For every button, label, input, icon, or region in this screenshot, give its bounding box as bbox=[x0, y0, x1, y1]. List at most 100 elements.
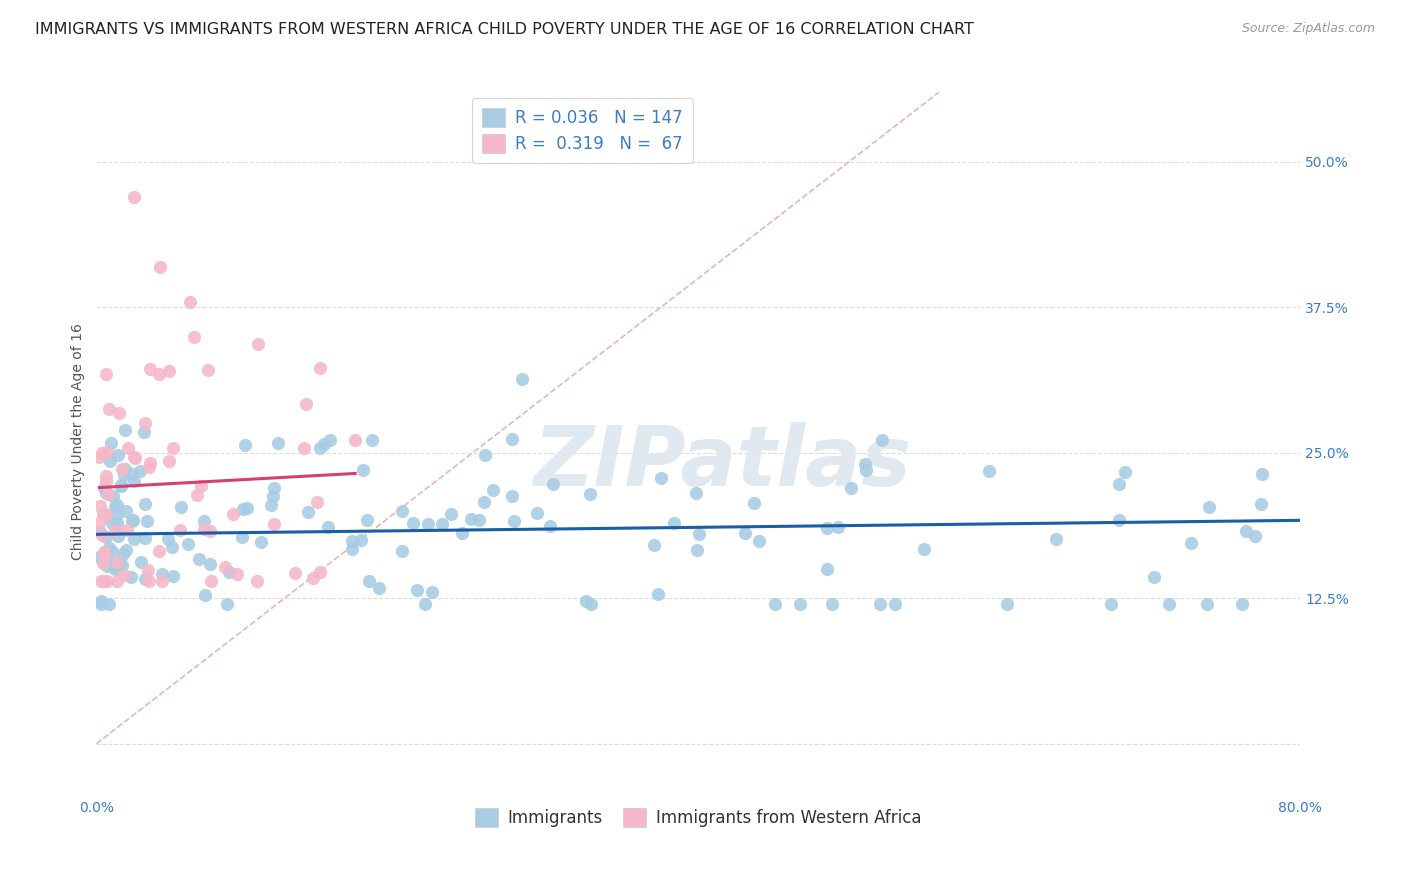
Point bbox=[1143, 570, 1166, 584]
Point bbox=[246, 337, 269, 351]
Point bbox=[344, 434, 367, 448]
Point bbox=[100, 435, 122, 450]
Point bbox=[94, 368, 117, 382]
Point bbox=[357, 574, 380, 588]
Point bbox=[263, 481, 285, 495]
Point bbox=[413, 597, 436, 611]
Point bbox=[501, 489, 523, 503]
Point bbox=[104, 524, 127, 539]
Point bbox=[90, 446, 112, 460]
Point bbox=[169, 523, 191, 537]
Point bbox=[474, 448, 496, 462]
Point bbox=[122, 450, 145, 464]
Point bbox=[1244, 529, 1267, 543]
Point bbox=[977, 464, 1000, 478]
Point bbox=[100, 555, 122, 569]
Point bbox=[309, 360, 332, 375]
Point bbox=[111, 461, 134, 475]
Point bbox=[115, 523, 138, 537]
Point bbox=[93, 508, 115, 523]
Point bbox=[134, 425, 156, 439]
Point bbox=[236, 501, 259, 516]
Point bbox=[501, 432, 523, 446]
Point bbox=[912, 542, 935, 557]
Point bbox=[114, 462, 136, 476]
Point bbox=[368, 581, 391, 595]
Point bbox=[105, 560, 128, 574]
Point bbox=[169, 500, 191, 514]
Point bbox=[96, 445, 118, 459]
Point bbox=[157, 364, 180, 378]
Point bbox=[995, 597, 1018, 611]
Point bbox=[233, 438, 256, 452]
Point bbox=[94, 530, 117, 544]
Point bbox=[112, 568, 135, 582]
Point bbox=[734, 526, 756, 541]
Point bbox=[1250, 467, 1272, 481]
Point bbox=[134, 572, 156, 586]
Point bbox=[134, 497, 156, 511]
Point bbox=[198, 524, 221, 538]
Point bbox=[305, 495, 328, 509]
Point bbox=[111, 548, 134, 562]
Point bbox=[100, 454, 122, 468]
Point bbox=[93, 481, 115, 495]
Point bbox=[91, 508, 114, 522]
Point bbox=[105, 516, 128, 530]
Point bbox=[148, 368, 170, 382]
Point bbox=[94, 508, 117, 523]
Point bbox=[111, 558, 134, 573]
Y-axis label: Child Poverty Under the Age of 16: Child Poverty Under the Age of 16 bbox=[72, 323, 86, 559]
Point bbox=[308, 442, 330, 456]
Point bbox=[440, 507, 463, 521]
Point bbox=[90, 574, 112, 588]
Point bbox=[1197, 597, 1219, 611]
Point bbox=[115, 543, 138, 558]
Point bbox=[401, 516, 423, 530]
Point bbox=[105, 507, 128, 521]
Point bbox=[226, 567, 249, 582]
Point bbox=[122, 475, 145, 489]
Point bbox=[360, 433, 382, 447]
Point bbox=[405, 582, 427, 597]
Point bbox=[1099, 597, 1122, 611]
Point bbox=[1114, 465, 1136, 479]
Point bbox=[90, 597, 112, 611]
Point bbox=[110, 479, 132, 493]
Point bbox=[1108, 512, 1130, 526]
Text: Source: ZipAtlas.com: Source: ZipAtlas.com bbox=[1241, 22, 1375, 36]
Point bbox=[319, 433, 342, 447]
Point bbox=[160, 540, 183, 554]
Point bbox=[689, 526, 711, 541]
Point bbox=[481, 483, 503, 497]
Point bbox=[1180, 536, 1202, 550]
Point bbox=[129, 555, 152, 569]
Point bbox=[350, 533, 373, 547]
Point bbox=[93, 545, 115, 559]
Point bbox=[91, 556, 114, 570]
Point bbox=[308, 565, 330, 579]
Point bbox=[93, 548, 115, 562]
Point bbox=[297, 505, 319, 519]
Point bbox=[101, 544, 124, 558]
Point bbox=[422, 585, 444, 599]
Point bbox=[193, 522, 215, 536]
Point bbox=[763, 597, 786, 611]
Point bbox=[643, 538, 665, 552]
Point bbox=[578, 487, 600, 501]
Point bbox=[124, 450, 146, 465]
Point bbox=[260, 498, 283, 512]
Point bbox=[1157, 597, 1180, 611]
Point bbox=[647, 587, 669, 601]
Point bbox=[121, 514, 143, 528]
Point bbox=[150, 566, 173, 581]
Point bbox=[98, 541, 121, 556]
Point bbox=[352, 463, 374, 477]
Point bbox=[89, 516, 111, 530]
Point bbox=[685, 486, 707, 500]
Point bbox=[96, 487, 118, 501]
Point bbox=[686, 543, 709, 558]
Point bbox=[1108, 477, 1130, 491]
Point bbox=[218, 565, 240, 579]
Point bbox=[650, 471, 672, 485]
